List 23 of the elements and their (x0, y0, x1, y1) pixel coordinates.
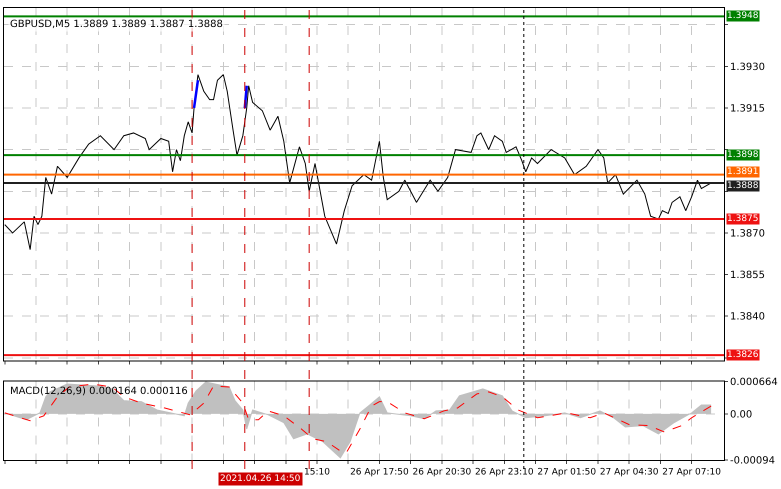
x-tick-label: 27 Apr 01:50 (537, 468, 596, 478)
ref-line-label: 1.3898 (727, 150, 759, 160)
y-tick-label: -0.00094 (730, 455, 775, 466)
x-tick-label: 26 Apr 17:50 (350, 468, 410, 478)
ref-line-label: 1.3875 (727, 214, 758, 224)
ref-line-label: 1.3948 (727, 11, 759, 21)
x-tick-label: 15:10 (304, 468, 330, 478)
y-tick-label: 0.00 (730, 409, 752, 420)
y-tick-label: 1.3855 (730, 270, 765, 282)
x-tick-label: 27 Apr 04:30 (600, 468, 659, 478)
x-tick-label: 26 Apr 20:30 (412, 468, 472, 478)
ref-line-label: 2021.04.26 14:50 (220, 474, 301, 484)
y-tick-label: 1.3915 (730, 103, 765, 114)
ref-line-label: 1.3888 (727, 181, 759, 191)
text: GBPUSD,M5 1.3889 1.3889 1.3887 1.3888 (10, 19, 223, 30)
y-tick-label: 1.3870 (730, 228, 765, 240)
ref-line-label: 1.3891 (727, 167, 758, 177)
ref-line-label: 1.3826 (727, 350, 759, 360)
y-tick-label: 1.3840 (730, 312, 765, 323)
y-tick-label: 1.3930 (730, 62, 765, 73)
x-tick-label: 27 Apr 07:10 (662, 468, 722, 478)
y-tick-label: 0.000664 (730, 376, 778, 388)
x-tick-label: 26 Apr 23:10 (474, 468, 534, 478)
